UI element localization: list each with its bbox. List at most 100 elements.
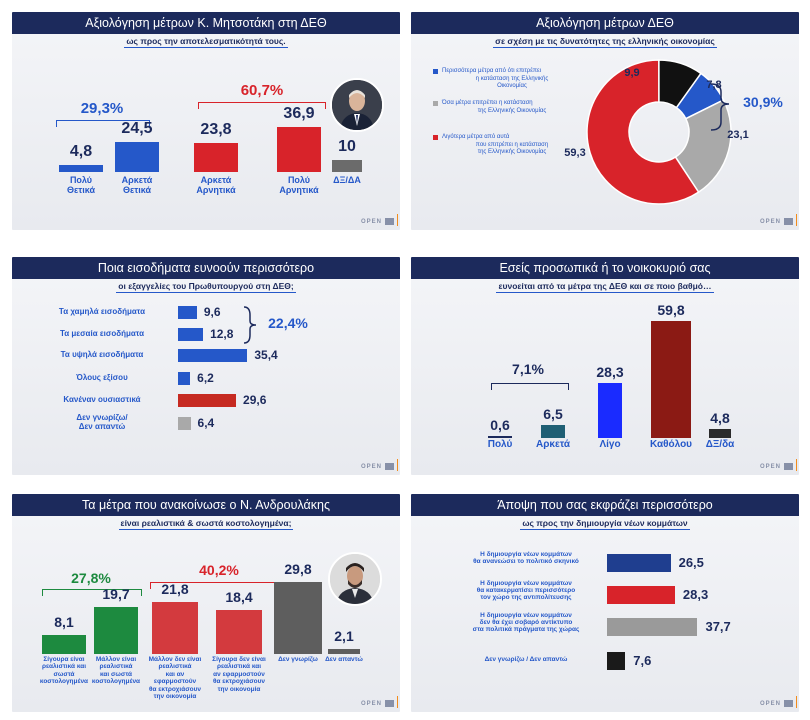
bar-label-line: Μάλλον είναι [95,656,137,663]
bar [216,609,262,654]
legend-item: Λιγότερα μέτρα από αυτά που επιτρέπει η κ… [433,134,582,157]
legend-text: της Ελληνικής Οικονομίας [477,107,547,114]
panel-subtitle: σε σχέση με τις δυνατότητες της ελληνική… [493,36,717,48]
legend-text: που επιτρέπει η κατάσταση [475,141,549,148]
bar-value: 6,5 [543,406,563,423]
bar-label-line: εφαρμοστούν [153,678,197,686]
bar-value: 0,6 [490,417,510,433]
androulakis-photo [328,552,382,606]
bar-value: 12,8 [210,327,234,341]
group-total-much: 7,1% [512,361,544,377]
bar-label: Δεν γνωρίζω / Δεν απαντώ [451,656,601,663]
bar-label: Η δημιουργία νέων κομμάτων θα ανανεώσει τ… [451,551,601,565]
legend-text: Οικονομίας [497,83,527,89]
bar-value: 4,8 [69,143,93,160]
panel-subtitle: οι εξαγγελίες του Πρωθυπουργού στη ΔΕΘ; [116,281,296,293]
bar-label: Μάλλον δεν είναι ρεαλιστικά και αν εφαρμοστ… [144,656,206,701]
bar-value: 23,8 [200,120,232,138]
bar-value: 37,7 [705,619,731,634]
bar-label-line: Η δημιουργία νέων κομμάτων [480,551,572,558]
slice-value: 23,1 [727,129,749,141]
bar-label-line: ΔΞ/ΔΑ [333,175,361,185]
bar-label-line: Αρκετά [121,175,153,185]
bar-label-line: Τα χαμηλά εισοδήματα [58,307,146,316]
bar [541,425,565,438]
slice-value: 7,8 [706,79,722,91]
bar-label-line: Αρνητικά [196,185,236,196]
bar-label-line: και αν [165,670,185,678]
bar [607,554,671,572]
bar-label-line: Η δημιουργία νέων κομμάτων [480,612,572,619]
mitsotakis-photo [330,78,384,132]
panel-household-benefit: Εσείς προσωπικά ή το νοικοκυριό σας ευνο… [411,257,799,475]
bar-label-line: Αρκετά [200,175,232,185]
bar-value: 7,6 [633,653,652,668]
bar-label: Τα μεσαία εισοδήματα [32,329,172,338]
bar-label: Μάλλον είναι ρεαλιστικά και σωστά κοστολογη… [86,656,146,686]
bar-value: 4,8 [710,409,730,426]
donut-chart [586,59,732,205]
bar-label: Πολύ Θετικά [49,175,113,196]
bar-value: 36,9 [283,104,315,122]
bar-value: 35,4 [254,348,278,362]
bar-label: ΔΞ/δα [705,439,735,450]
person-photo-icon [330,554,380,604]
bar-value: 6,2 [197,371,214,385]
bar-label-line: Δεν γνωρίζω [278,656,318,663]
bar-label-line: Σίγουρα δεν είναι [212,656,266,663]
group-total-positive: 29,3% [80,100,124,117]
bar [178,349,248,362]
bar-value: 29,8 [284,561,312,578]
bar-label-line: Δεν απαντώ [325,656,363,663]
bar-value: 6,4 [197,416,215,430]
group-total-low-mid: 22,4% [268,315,308,331]
bar-label: Σίγουρα δεν είναι ρεαλιστικά και αν εφαρμο… [208,656,270,693]
bar [178,417,191,430]
bar-label-line: σωστά [53,670,75,678]
bar [152,601,198,654]
legend-swatch [433,69,438,74]
panel-title: Τα μέτρα που ανακοίνωσε ο Ν. Ανδρουλάκης [12,494,400,516]
panel-subtitle: ως προς την αποτελεσματικότητά τους. [124,36,288,48]
bar [328,648,360,654]
bar-value: 2,1 [334,627,354,644]
bar-value: 9,6 [203,305,221,319]
bar-label-line: Δεν γνωρίζω/ [76,413,128,422]
bar-value: 10 [338,137,356,155]
panel-subtitle: ως προς την δημιουργία νέων κομμάτων [520,518,690,530]
bar-label-line: Πολύ [287,175,311,185]
bar-label: Τα υψηλά εισοδήματα [32,350,172,359]
bar-label-line: Όλους εξίσου [76,373,128,382]
legend-text: Όσα μέτρα επιτρέπει η κατάσταση [442,100,533,106]
bar-value: 24,5 [121,120,153,138]
panel-subtitle: είναι ρεαλιστικά & σωστά κοστολογημένα; [118,518,294,530]
pie-slice [586,59,700,205]
pie-slice [674,98,732,194]
bar-label-line: Θετικά [66,185,96,196]
bar-value: 28,3 [596,363,624,380]
brace-low-mid [243,306,257,344]
bar-label: Τα χαμηλά εισοδήματα [32,307,172,316]
bar-value: 59,8 [657,302,685,319]
open-logo: OPEN [361,217,394,225]
brace-positive [56,120,150,127]
bar-label-line: Τα μεσαία εισοδήματα [59,329,145,338]
person-photo-icon [332,80,382,130]
open-logo: OPEN [760,699,793,707]
panel-incomes-favored: Ποια εισοδήματα ευνοούν περισσότερο οι ε… [12,257,400,475]
bar-label: Πολύ [487,439,513,450]
bar-label: Λίγο [599,439,621,450]
bar [332,159,362,172]
legend-text: Λιγότερα μέτρα από αυτά [442,134,510,140]
panel-title: Αξιολόγηση μέτρων Κ. Μητσοτάκη στη ΔΕΘ [12,12,400,34]
panel-title: Άποψη που σας εκφράζει περισσότερο [411,494,799,516]
bar [115,142,159,172]
open-logo: OPEN [760,217,793,225]
bar-label-line: Αρνητικά [279,185,319,196]
bar [178,328,204,341]
bar [607,586,675,604]
bar-label-line: Σίγουρα είναι [43,656,85,663]
legend-swatch [433,135,438,140]
bar [178,306,197,319]
open-logo: OPEN [361,462,394,470]
